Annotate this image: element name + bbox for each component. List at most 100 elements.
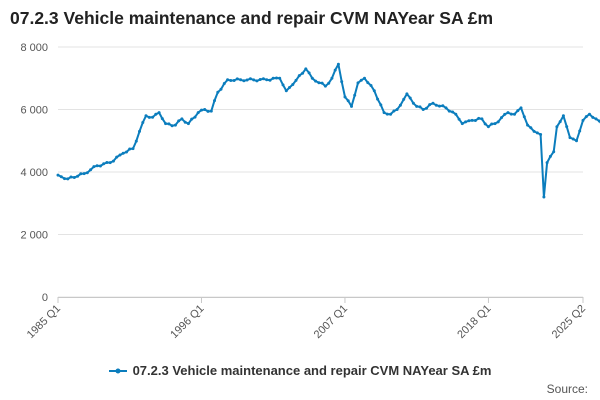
legend-item[interactable]: 07.2.3 Vehicle maintenance and repair CV… [108, 363, 492, 378]
data-point [317, 81, 321, 85]
data-point [366, 81, 370, 85]
data-point [363, 76, 366, 80]
data-point [454, 112, 458, 116]
data-point [288, 86, 291, 89]
data-point [72, 176, 76, 179]
data-point [255, 79, 259, 83]
data-point [548, 154, 552, 158]
data-point [522, 115, 526, 119]
data-point [545, 161, 549, 165]
data-point [379, 103, 383, 107]
data-point [575, 139, 578, 143]
data-point [118, 153, 122, 157]
data-point [134, 139, 138, 143]
data-point [190, 117, 194, 121]
data-point [89, 168, 93, 172]
data-point [428, 103, 432, 107]
data-point [252, 78, 256, 82]
data-point [529, 126, 533, 130]
data-point [333, 68, 337, 72]
data-point [69, 175, 73, 179]
data-point [392, 109, 396, 113]
data-point [597, 119, 600, 123]
data-point [395, 108, 399, 111]
data-point [304, 67, 308, 71]
data-point [275, 76, 278, 80]
data-point [438, 104, 441, 108]
data-point [552, 150, 556, 154]
data-point [402, 97, 406, 101]
data-point [526, 123, 530, 127]
data-point [389, 112, 393, 116]
data-point [431, 101, 435, 105]
legend-swatch [108, 368, 127, 373]
legend: 07.2.3 Vehicle maintenance and repair CV… [0, 363, 600, 379]
data-point [340, 80, 344, 84]
y-tick-label: 8 000 [20, 42, 48, 54]
data-point [95, 164, 99, 168]
data-point [473, 119, 477, 122]
data-point [434, 103, 438, 107]
data-point [271, 76, 275, 80]
data-point [535, 131, 539, 135]
legend-label: 07.2.3 Vehicle maintenance and repair CV… [132, 363, 492, 378]
data-point [245, 78, 249, 82]
data-point [307, 71, 311, 75]
data-point [578, 129, 582, 133]
data-point [203, 108, 207, 111]
data-point [467, 119, 471, 123]
data-point [196, 111, 200, 115]
data-point [261, 77, 265, 81]
data-point [369, 84, 373, 87]
data-point [405, 92, 409, 96]
data-point [79, 172, 83, 176]
data-point [125, 150, 128, 154]
data-point [206, 109, 210, 113]
data-point [503, 112, 507, 116]
data-point [568, 136, 572, 140]
data-point [170, 124, 174, 128]
data-point [301, 71, 305, 75]
x-tick-label: 1996 Q1 [168, 303, 206, 341]
data-point [398, 103, 402, 107]
data-point [144, 114, 148, 118]
data-point [350, 104, 353, 108]
data-point [464, 120, 468, 124]
data-point [219, 87, 223, 91]
data-point [447, 109, 451, 113]
data-point [486, 125, 490, 129]
data-point [483, 122, 487, 126]
data-point [356, 81, 360, 85]
data-point [539, 133, 543, 136]
chart-title: 07.2.3 Vehicle maintenance and repair CV… [10, 8, 494, 28]
data-point [532, 129, 536, 133]
data-point [372, 89, 376, 93]
data-point [323, 84, 327, 88]
x-tick-label: 2007 Q1 [312, 303, 350, 341]
data-point [513, 112, 516, 116]
data-point [490, 122, 494, 126]
data-point [105, 161, 109, 164]
y-tick-label: 2 000 [20, 230, 48, 242]
data-point [183, 120, 187, 124]
data-point [63, 177, 66, 181]
data-point [180, 117, 184, 121]
data-point [451, 110, 455, 114]
data-point [213, 99, 216, 103]
data-point [480, 117, 484, 121]
data-point [222, 82, 226, 85]
data-point [516, 109, 520, 113]
data-point [160, 117, 164, 121]
data-point [415, 104, 419, 108]
y-tick-label: 0 [42, 292, 48, 304]
data-point [441, 104, 445, 108]
data-point [209, 109, 213, 113]
data-point [320, 81, 324, 85]
data-point [519, 106, 523, 110]
data-point [421, 108, 425, 111]
data-point [509, 112, 513, 116]
data-point [314, 79, 318, 83]
data-point [147, 115, 151, 119]
data-point [353, 93, 357, 97]
